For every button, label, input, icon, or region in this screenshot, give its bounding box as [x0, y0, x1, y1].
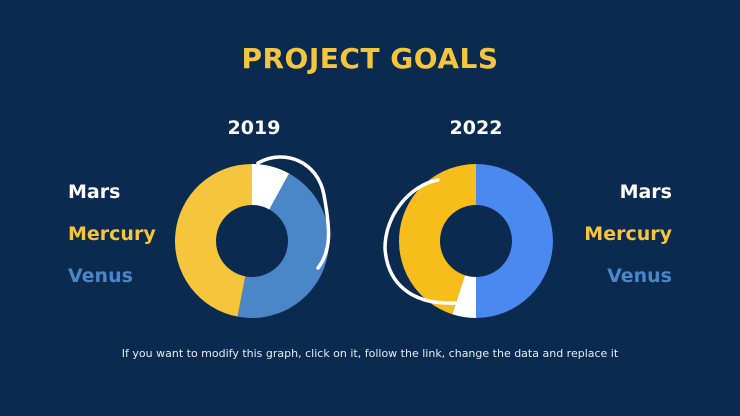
slice-mercury[interactable]	[175, 164, 252, 317]
legend-left: Mars Mercury Venus	[68, 178, 156, 304]
slice-mercury[interactable]	[398, 164, 476, 315]
legend-item-venus: Venus	[607, 265, 672, 287]
chart-title-2019: 2019	[227, 117, 281, 139]
legend-item-mercury: Mercury	[68, 223, 156, 245]
donut-chart-2019[interactable]	[175, 164, 329, 318]
slice-venus[interactable]	[476, 164, 553, 318]
slice-mars[interactable]	[252, 164, 290, 210]
decorative-loop-2022	[383, 178, 457, 305]
slice-mars[interactable]	[452, 275, 476, 318]
legend-item-mars: Mars	[619, 181, 672, 203]
donut-chart-2022[interactable]	[398, 164, 553, 318]
legend-right: Mars Mercury Venus	[584, 178, 672, 304]
slice-venus[interactable]	[237, 173, 329, 318]
footer-note: If you want to modify this graph, click …	[121, 347, 619, 360]
chart-title-2022: 2022	[449, 117, 503, 139]
page-title: PROJECT GOALS	[241, 42, 499, 75]
legend-item-mars: Mars	[68, 181, 121, 203]
legend-item-mercury: Mercury	[584, 223, 672, 245]
legend-item-venus: Venus	[68, 265, 133, 287]
decorative-loop-2019	[256, 155, 331, 270]
